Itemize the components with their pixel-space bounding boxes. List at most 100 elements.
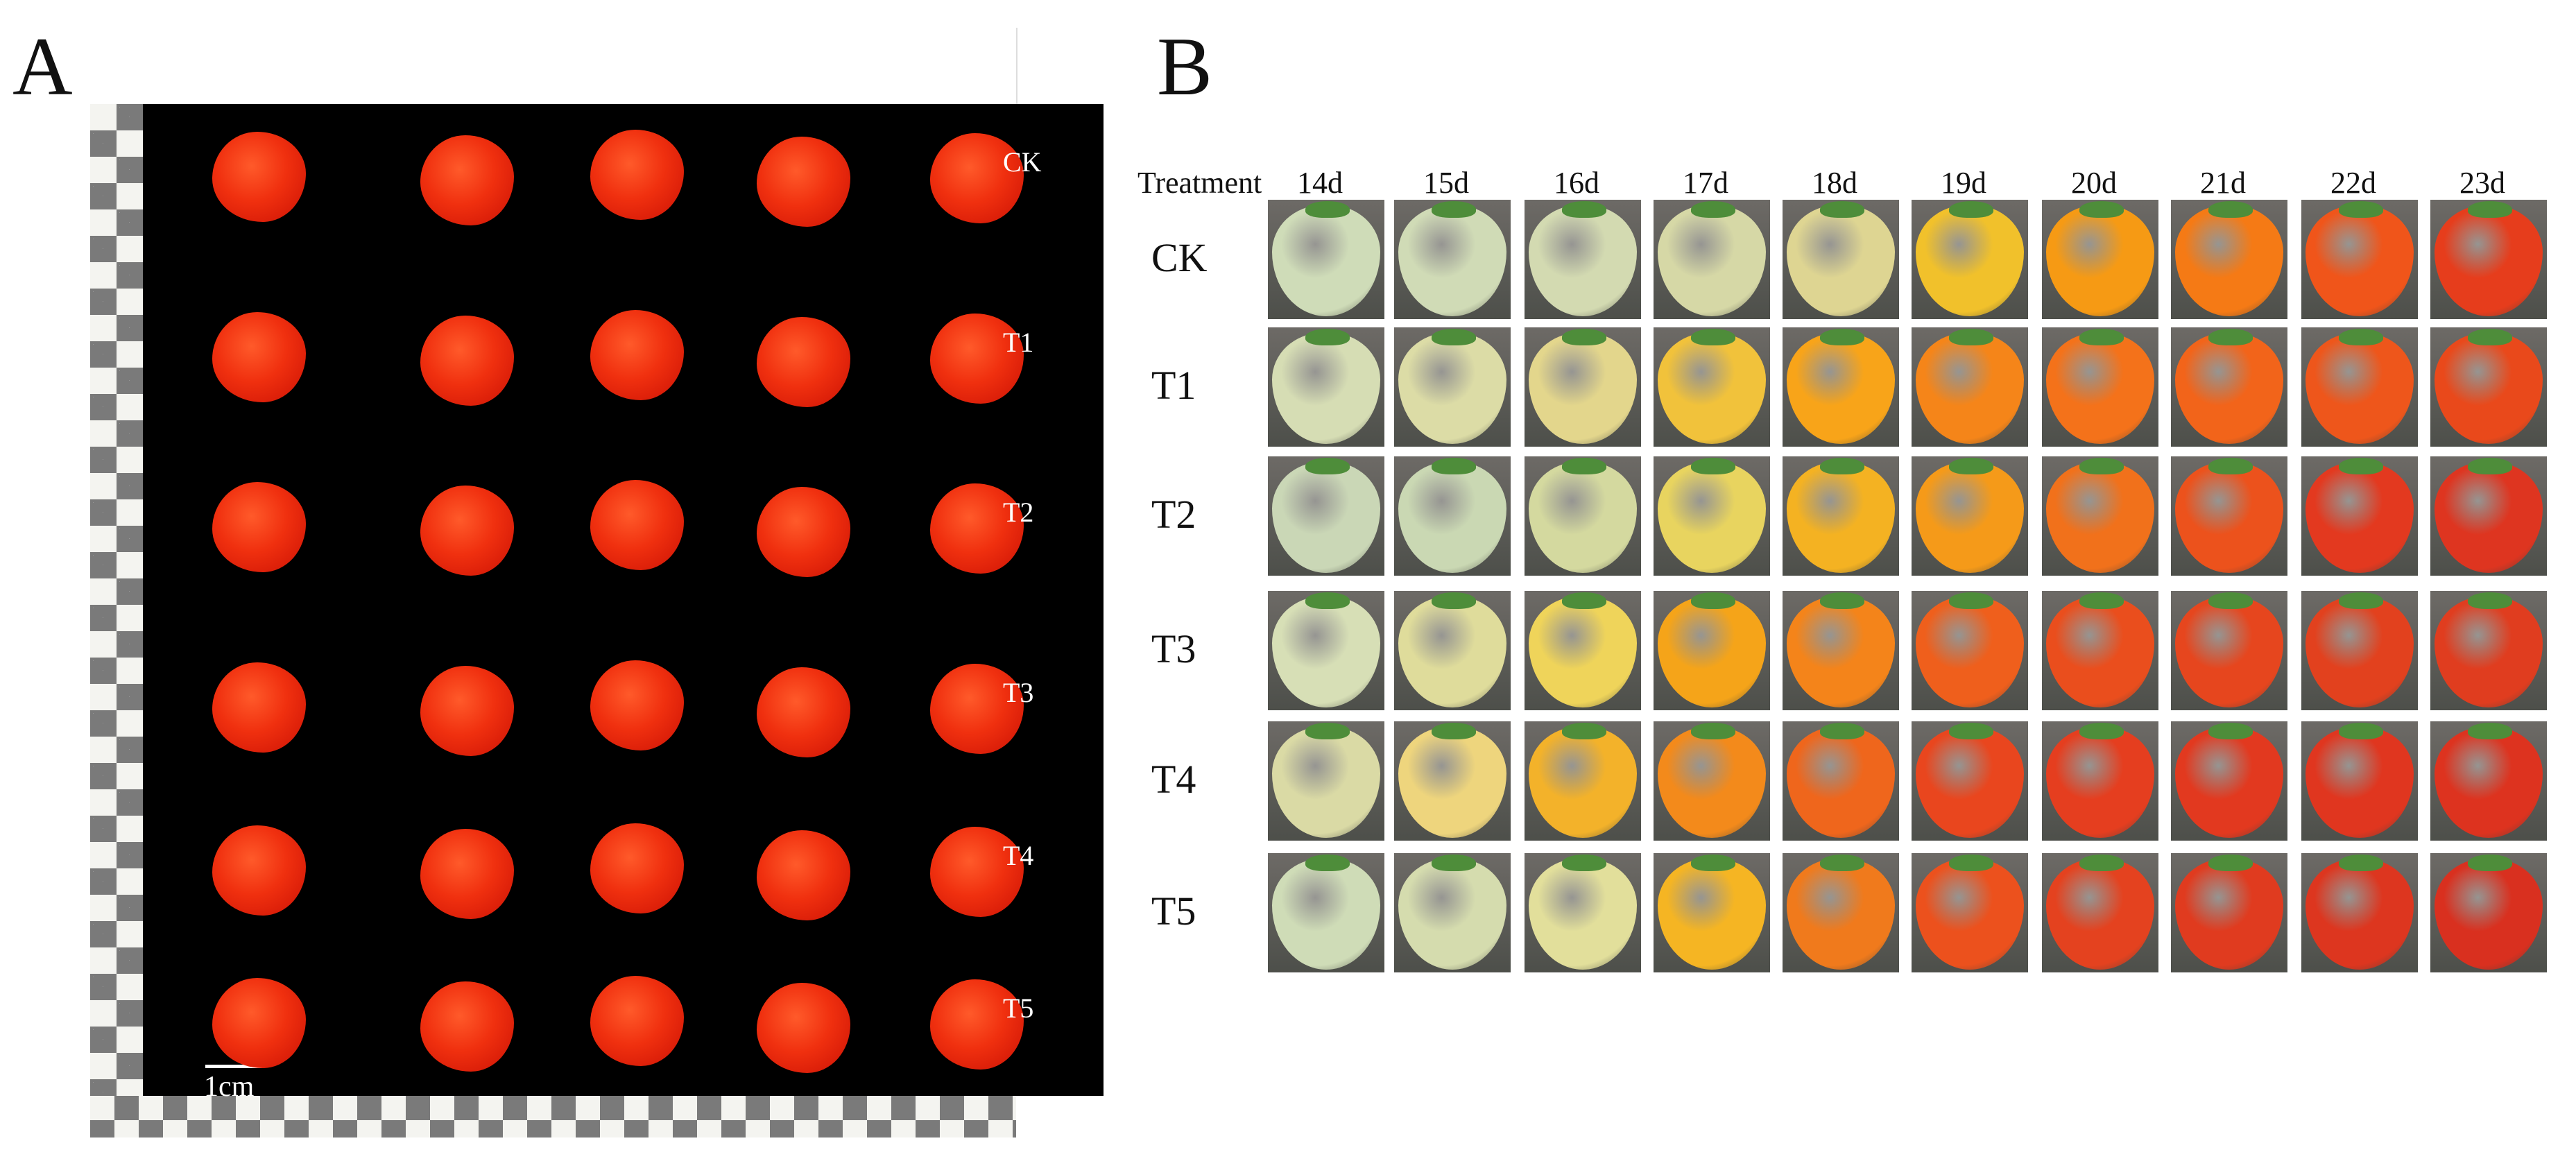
fruit-thumbnail bbox=[2171, 327, 2287, 447]
fruit-a-r4-c5 bbox=[930, 664, 1024, 754]
tomato-fruit bbox=[1787, 462, 1895, 573]
calyx bbox=[2339, 458, 2383, 474]
fruit-thumbnail bbox=[2171, 853, 2287, 972]
fruit-a-r3-c4 bbox=[757, 487, 850, 577]
tomato-fruit bbox=[1658, 462, 1766, 573]
tomato-fruit bbox=[1916, 333, 2024, 444]
calyx bbox=[1949, 592, 1993, 609]
day-header: 19d bbox=[1941, 166, 1986, 200]
calyx bbox=[1562, 201, 1606, 218]
row-label-b: CK bbox=[1151, 235, 1208, 280]
calyx bbox=[1305, 723, 1350, 739]
tomato-fruit bbox=[1529, 727, 1637, 838]
tomato-fruit bbox=[2435, 727, 2543, 838]
calyx bbox=[1691, 592, 1735, 609]
tomato-fruit bbox=[1398, 859, 1506, 970]
fruit-thumbnail bbox=[1268, 721, 1384, 841]
scale-bar bbox=[205, 1065, 264, 1068]
tomato-fruit bbox=[2175, 462, 2283, 573]
calyx bbox=[2339, 201, 2383, 218]
calyx bbox=[1820, 201, 1864, 218]
row-label-b: T4 bbox=[1151, 757, 1196, 802]
fruit-thumbnail bbox=[1394, 721, 1511, 841]
calyx bbox=[2079, 329, 2124, 345]
calyx bbox=[2208, 855, 2253, 871]
fruit-thumbnail bbox=[1783, 853, 1899, 972]
row-label-b: T5 bbox=[1151, 888, 1196, 934]
fruit-thumbnail bbox=[2042, 591, 2158, 710]
calyx bbox=[1949, 458, 1993, 474]
tomato-fruit bbox=[1658, 596, 1766, 707]
calyx bbox=[2208, 592, 2253, 609]
calyx bbox=[2079, 458, 2124, 474]
fruit-a-r6-c2 bbox=[420, 981, 514, 1072]
tomato-fruit bbox=[1272, 727, 1380, 838]
fruit-a-r1-c5 bbox=[930, 133, 1024, 223]
fruit-a-r2-c1 bbox=[212, 312, 306, 402]
calyx bbox=[1820, 592, 1864, 609]
calyx bbox=[1820, 723, 1864, 739]
fruit-thumbnail bbox=[2171, 721, 2287, 841]
tomato-fruit bbox=[2175, 333, 2283, 444]
calyx bbox=[1432, 458, 1476, 474]
fruit-thumbnail bbox=[2042, 456, 2158, 576]
tomato-fruit bbox=[1398, 596, 1506, 707]
fruit-thumbnail bbox=[1394, 853, 1511, 972]
fruit-thumbnail bbox=[2171, 591, 2287, 710]
calyx bbox=[2468, 855, 2512, 871]
fruit-thumbnail bbox=[1654, 591, 1770, 710]
calyx bbox=[1562, 592, 1606, 609]
calyx bbox=[2079, 592, 2124, 609]
tomato-fruit bbox=[2435, 205, 2543, 316]
calyx bbox=[1305, 201, 1350, 218]
calyx bbox=[1820, 329, 1864, 345]
fruit-thumbnail bbox=[1783, 327, 1899, 447]
fruit-thumbnail bbox=[1654, 200, 1770, 319]
fruit-thumbnail bbox=[2301, 853, 2418, 972]
white-background-strip bbox=[90, 28, 1017, 104]
tomato-fruit bbox=[1398, 727, 1506, 838]
fruit-thumbnail bbox=[1268, 456, 1384, 576]
tomato-fruit bbox=[2305, 205, 2414, 316]
fruit-a-r6-c5 bbox=[930, 979, 1024, 1070]
tomato-fruit bbox=[1272, 333, 1380, 444]
tomato-fruit bbox=[2305, 859, 2414, 970]
tomato-fruit bbox=[2435, 859, 2543, 970]
calyx bbox=[1820, 458, 1864, 474]
fruit-a-r2-c3 bbox=[590, 310, 684, 400]
calyx bbox=[1820, 855, 1864, 871]
calyx bbox=[1432, 201, 1476, 218]
fruit-thumbnail bbox=[1912, 591, 2028, 710]
calyx bbox=[1691, 329, 1735, 345]
calyx bbox=[1691, 201, 1735, 218]
fruit-a-r1-c3 bbox=[590, 130, 684, 220]
fruit-thumbnail bbox=[1912, 200, 2028, 319]
fruit-thumbnail bbox=[2301, 721, 2418, 841]
tomato-fruit bbox=[1529, 462, 1637, 573]
row-label-a: T5 bbox=[1003, 993, 1034, 1024]
fruit-a-r4-c2 bbox=[420, 666, 514, 756]
row-label-a: CK bbox=[1003, 146, 1042, 178]
fruit-a-r1-c2 bbox=[420, 135, 514, 225]
panel-a: 1cm CK T1 T2 T3 T4 T5 bbox=[90, 28, 1104, 1137]
tomato-fruit bbox=[2305, 596, 2414, 707]
calyx bbox=[1949, 201, 1993, 218]
tomato-fruit bbox=[2046, 462, 2154, 573]
panel-b-letter: B bbox=[1157, 20, 1213, 112]
fruit-thumbnail bbox=[2430, 200, 2547, 319]
fruit-thumbnail bbox=[2430, 853, 2547, 972]
fruit-a-r1-c1 bbox=[212, 132, 306, 222]
calyx bbox=[2339, 855, 2383, 871]
tomato-fruit bbox=[2175, 596, 2283, 707]
tomato-fruit bbox=[2175, 205, 2283, 316]
fruit-a-r5-c1 bbox=[212, 825, 306, 916]
fruit-a-r2-c4 bbox=[757, 317, 850, 407]
tomato-fruit bbox=[1398, 205, 1506, 316]
calyx bbox=[2468, 592, 2512, 609]
calyx bbox=[2339, 592, 2383, 609]
fruit-a-r3-c5 bbox=[930, 483, 1024, 574]
fruit-thumbnail bbox=[1783, 721, 1899, 841]
calyx bbox=[1432, 855, 1476, 871]
tomato-fruit bbox=[1658, 205, 1766, 316]
calyx bbox=[2208, 458, 2253, 474]
